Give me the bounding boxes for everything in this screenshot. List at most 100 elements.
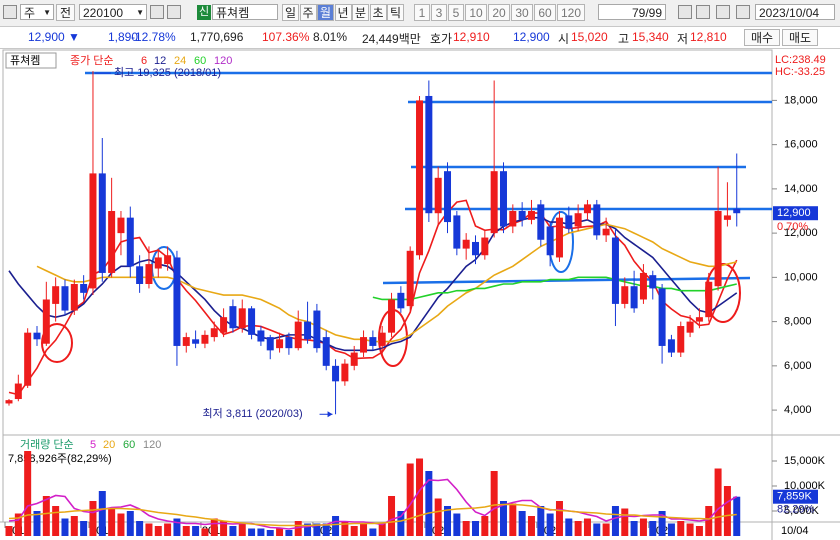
counter-input[interactable]: 79/99 xyxy=(598,4,666,20)
number-button[interactable]: 30 xyxy=(511,4,533,21)
volume-bar xyxy=(360,523,368,536)
volume-bar xyxy=(602,523,610,536)
number-button[interactable]: 120 xyxy=(557,4,585,21)
volume-bar xyxy=(294,521,302,536)
candle-body xyxy=(546,226,554,256)
legend-entry: 6 xyxy=(141,55,147,67)
candle-body xyxy=(52,286,60,304)
volume-bar xyxy=(201,528,209,536)
settings-icon[interactable] xyxy=(736,5,750,19)
highlight-circle xyxy=(41,323,73,363)
number-button[interactable]: 60 xyxy=(534,4,556,21)
volume-bar xyxy=(583,518,591,536)
volume-bar xyxy=(229,526,237,536)
quote-volume-ratio: 107.36% xyxy=(262,30,310,44)
stock-name[interactable]: 퓨쳐켐 xyxy=(212,4,278,20)
candle-body xyxy=(434,177,442,214)
y-tick-label: 15,000K xyxy=(784,455,826,467)
chart-title: 퓨쳐켐 xyxy=(10,54,40,67)
volume-bar xyxy=(80,521,88,536)
interval-button[interactable]: 일 xyxy=(282,4,299,21)
interval-button[interactable]: 틱 xyxy=(387,4,404,21)
candle-body xyxy=(649,275,657,289)
volume-bar xyxy=(173,518,181,536)
sell-button[interactable]: 매도 xyxy=(782,29,818,46)
volume-bar xyxy=(24,451,32,536)
interval-button[interactable]: 분 xyxy=(352,4,369,21)
volume-tag xyxy=(773,489,818,504)
volume-average xyxy=(8,503,737,527)
search-icon[interactable] xyxy=(150,5,164,19)
candle-body xyxy=(527,211,535,220)
volume-bar xyxy=(322,523,330,536)
volume-bar xyxy=(210,518,218,536)
y-tick-label: 6,000 xyxy=(784,360,812,372)
number-button[interactable]: 1 xyxy=(414,4,430,21)
lc-label: LC:238.49 xyxy=(775,54,826,66)
candle-body xyxy=(677,326,685,353)
volume-bar xyxy=(453,513,461,536)
volume-bar xyxy=(490,471,498,536)
volume-bar xyxy=(304,523,312,536)
quote-price: 12,900 ▼ xyxy=(28,30,80,44)
candle-body xyxy=(518,211,526,220)
candle-body xyxy=(220,317,228,333)
interval-button[interactable]: 주 xyxy=(299,4,317,21)
period-select[interactable]: 주 ▼ xyxy=(20,4,54,20)
volume-bar xyxy=(154,526,162,536)
quote-high: 15,340 xyxy=(632,30,669,44)
volume-bar xyxy=(369,528,377,536)
quote-volume: 1,770,696 xyxy=(190,30,244,44)
candle-body xyxy=(388,299,396,333)
candle-body xyxy=(406,250,414,307)
volume-bar xyxy=(98,491,106,536)
volume-bar xyxy=(313,523,321,536)
candle-body xyxy=(145,264,153,284)
number-button[interactable]: 3 xyxy=(431,4,447,21)
buy-button[interactable]: 매수 xyxy=(744,29,780,46)
candle-body xyxy=(248,308,256,335)
candle-body xyxy=(462,239,470,249)
candle-body xyxy=(108,211,116,273)
x-end-label: 10/04 xyxy=(781,525,809,537)
code-input[interactable]: 220100 ▼ xyxy=(79,4,147,20)
y-tick-label: 18,000 xyxy=(784,94,818,106)
number-button[interactable]: 5 xyxy=(448,4,464,21)
legend-title: 종가 단순 xyxy=(70,54,114,67)
tool-icon[interactable] xyxy=(678,5,692,19)
legend-entry: 5 xyxy=(90,439,96,451)
sound-icon[interactable] xyxy=(167,5,181,19)
date-input[interactable]: 2023/10/04 xyxy=(755,4,835,20)
volume-bar xyxy=(499,501,507,536)
candle-body xyxy=(98,173,106,273)
legend-entry: 24 xyxy=(174,55,186,67)
number-button[interactable]: 10 xyxy=(465,4,487,21)
candle-body xyxy=(723,215,731,220)
arrow-head xyxy=(327,411,333,418)
tool-icon[interactable] xyxy=(696,5,710,19)
legend-entry: 20 xyxy=(103,439,115,451)
code-text: 220100 xyxy=(83,6,124,20)
volume-bar xyxy=(574,521,582,536)
volume-bar xyxy=(33,511,41,536)
candle-body xyxy=(611,237,619,304)
prev-button[interactable]: 전 xyxy=(56,4,75,21)
number-button[interactable]: 20 xyxy=(488,4,510,21)
volume-bar xyxy=(705,506,713,536)
volume-bar xyxy=(677,521,685,536)
volume-bar xyxy=(70,516,78,536)
interval-button[interactable]: 년 xyxy=(334,4,352,21)
candle-body xyxy=(593,204,601,236)
interval-button[interactable]: 월 xyxy=(317,4,334,21)
interval-button[interactable]: 초 xyxy=(369,4,387,21)
menu-icon[interactable] xyxy=(3,5,17,19)
check-icon[interactable] xyxy=(716,5,730,19)
candle-body xyxy=(658,288,666,346)
candle-body xyxy=(425,95,433,214)
volume-bar xyxy=(248,528,256,536)
volume-bar xyxy=(220,521,228,536)
volume-bar xyxy=(378,523,386,536)
quote-low: 12,810 xyxy=(690,30,727,44)
volume-bar xyxy=(117,513,125,536)
